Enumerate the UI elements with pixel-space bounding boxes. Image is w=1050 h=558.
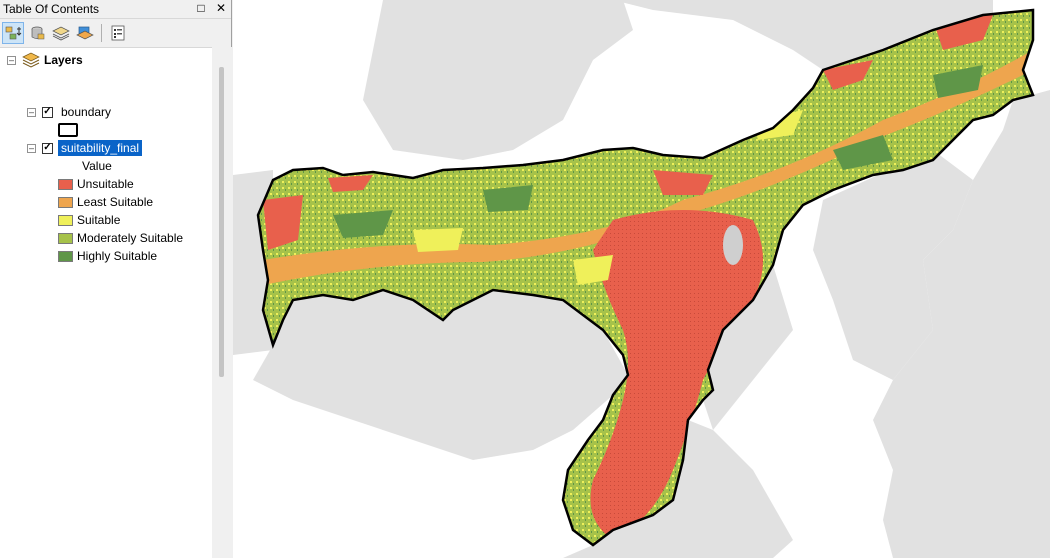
legend-swatch[interactable] [58,178,73,190]
map-view[interactable] [233,0,1050,558]
options-icon[interactable] [107,22,129,44]
legend-item-highly-suitable[interactable]: Highly Suitable [58,247,157,265]
boundary-swatch[interactable] [58,123,78,137]
suitable-patch [413,228,463,252]
legend-label: Moderately Suitable [77,231,184,245]
scrollbar-thumb[interactable] [219,67,224,377]
restore-icon[interactable]: □ [197,1,205,15]
boundary-symbol[interactable] [58,121,78,139]
unsuitable-patch [328,175,373,192]
highly-suitable-patch [333,210,393,238]
unsuitable-patch [653,170,713,195]
toolbar-separator [101,24,102,42]
collapse-icon[interactable]: – [27,142,36,153]
highly-suitable-patch [833,135,893,170]
field-heading-label: Value [82,159,112,173]
toc-title-bar: Table Of Contents □ ✕ [0,0,231,19]
neighbor-region [873,90,1050,558]
layer-tree: – Layers – ✓ boundary – ✓ suitability_fi… [0,47,212,558]
legend-item-least-suitable[interactable]: Least Suitable [58,193,153,211]
legend-swatch[interactable] [58,250,73,262]
layer-boundary[interactable]: – ✓ boundary [27,103,111,121]
list-by-selection-icon[interactable] [74,22,96,44]
neighbor-region [253,290,628,460]
river-belt [263,50,1033,285]
neighbor-region [563,420,793,558]
legend-label: Highly Suitable [77,249,158,263]
layers-root-label: Layers [44,53,83,67]
collapse-icon[interactable]: – [7,54,16,65]
unsuitable-patch [263,195,303,250]
map-canvas[interactable] [233,0,1050,558]
legend-swatch[interactable] [58,196,73,208]
legend-label: Unsuitable [77,177,134,191]
boundary-visibility-checkbox[interactable]: ✓ [42,106,53,118]
legend-item-unsuitable[interactable]: Unsuitable [58,175,134,193]
legend-label: Suitable [77,213,121,227]
suitable-patch [573,255,613,285]
neighbor-region [813,150,973,380]
list-by-visibility-icon[interactable] [50,22,72,44]
toc-toolbar [0,19,231,48]
layer-label-boundary: boundary [61,105,112,119]
highly-suitable-patch [483,185,533,212]
field-heading: Value [82,157,112,175]
table-of-contents-panel: Table Of Contents □ ✕ – Layers – [0,0,232,558]
suitability-visibility-checkbox[interactable]: ✓ [42,142,53,154]
legend-label: Least Suitable [77,195,154,209]
layers-icon [22,52,40,68]
toc-scrollbar[interactable] [212,47,232,558]
neighbor-region [613,0,993,70]
layers-root[interactable]: – Layers [7,51,83,69]
legend-item-suitable[interactable]: Suitable [58,211,120,229]
unsuitable-hills [590,210,763,540]
collapse-icon[interactable]: – [27,106,36,117]
legend-swatch[interactable] [58,214,73,226]
neighbor-region [363,0,633,160]
boundary-outline [256,8,1035,547]
legend-item-moderately-suitable[interactable]: Moderately Suitable [58,229,183,247]
legend-swatch[interactable] [58,232,73,244]
no-data-patch [723,225,743,265]
highly-suitable-patch [933,65,983,98]
close-icon[interactable]: ✕ [215,1,227,15]
list-by-drawing-order-icon[interactable] [2,22,24,44]
toc-title: Table Of Contents [3,2,100,16]
neighbor-region [703,265,793,430]
unsuitable-patch [823,60,873,90]
layer-label-suitability-final[interactable]: suitability_final [58,140,143,156]
list-by-source-icon[interactable] [26,22,48,44]
layer-suitability-final[interactable]: – ✓ suitability_final [27,139,143,157]
